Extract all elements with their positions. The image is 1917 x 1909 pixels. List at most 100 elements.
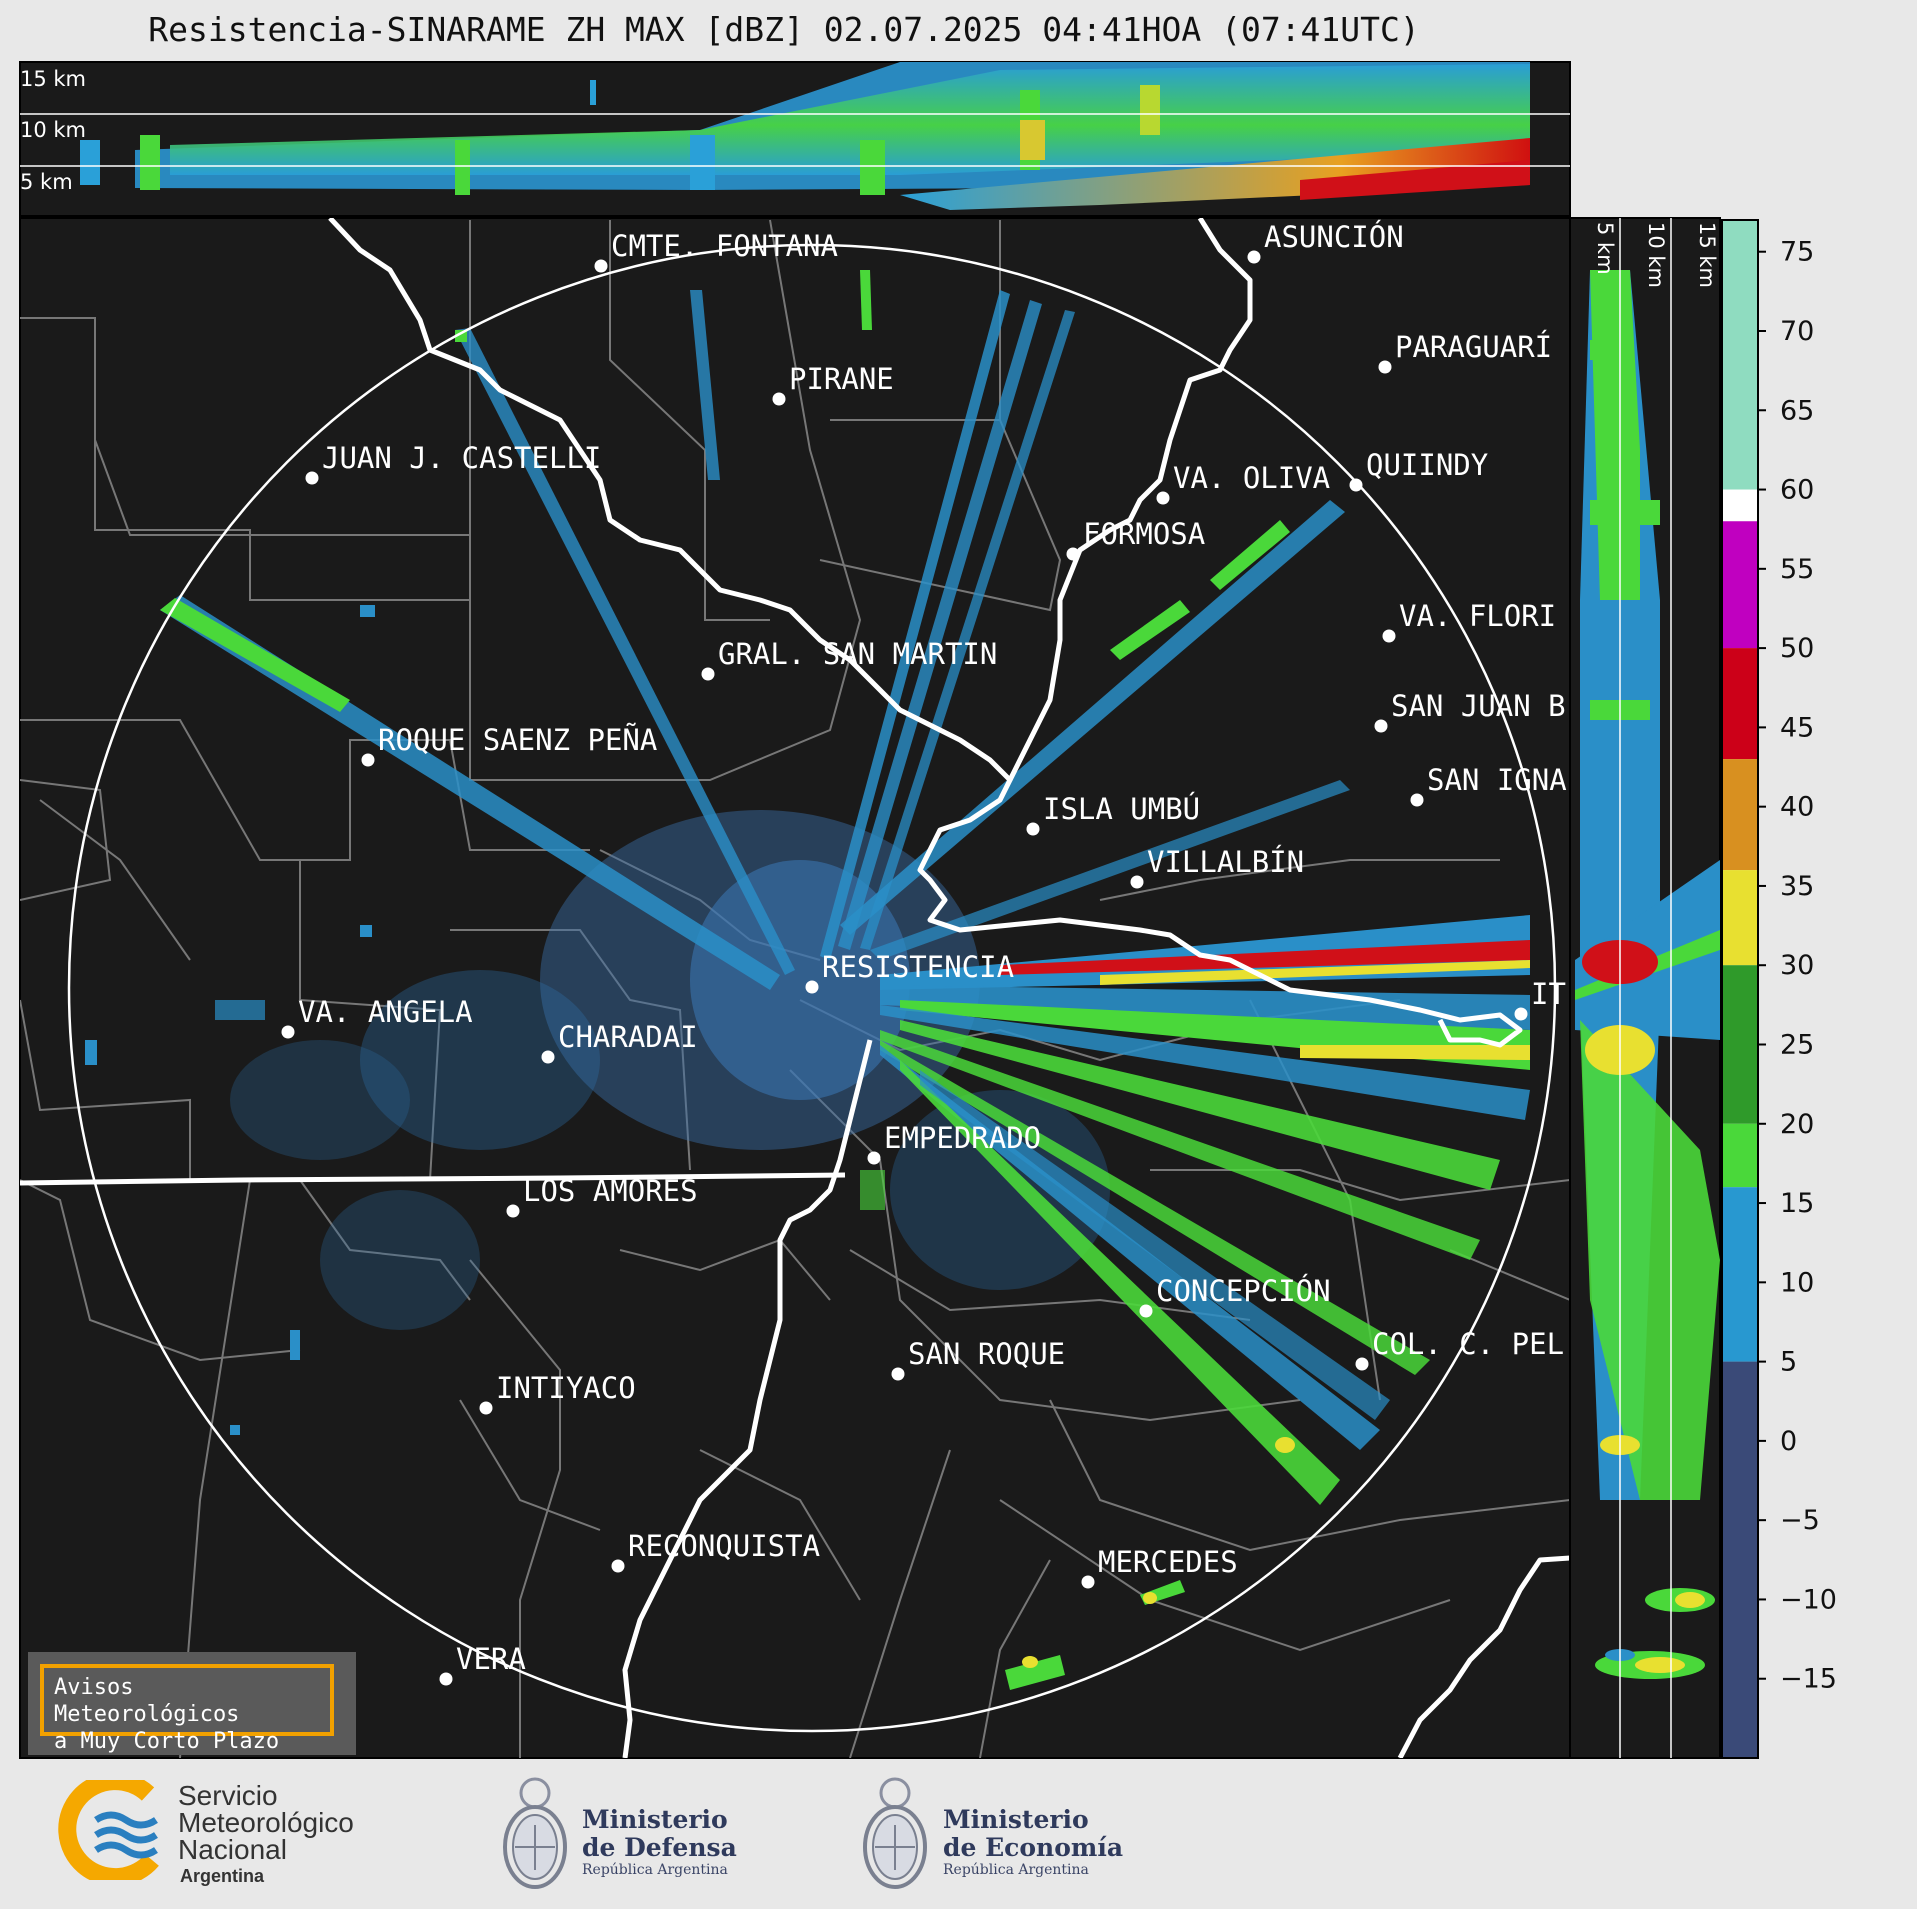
city-label: PARAGUARÍ <box>1395 330 1552 364</box>
coat-of-arms-icon <box>503 1777 567 1889</box>
colorbar-tick-label: −10 <box>1780 1584 1837 1615</box>
colorbar-tick-label: 75 <box>1780 237 1814 268</box>
colorbar-segment <box>1722 521 1758 649</box>
smn-logo-icon <box>58 1780 159 1880</box>
city-marker <box>1378 360 1392 374</box>
colorbar-tick-label: 15 <box>1780 1188 1814 1219</box>
economia-line-2: de Economía <box>943 1833 1124 1862</box>
city-marker <box>541 1050 555 1064</box>
city-marker <box>1355 1357 1369 1371</box>
city-marker <box>506 1204 520 1218</box>
economia-line-1: Ministerio <box>943 1805 1089 1834</box>
smn-line-1: Servicio <box>178 1780 278 1811</box>
colorbar-segment <box>1722 648 1758 760</box>
colorbar-segment <box>1722 759 1758 871</box>
economia-logo-text: Ministerio de Economía República Argenti… <box>943 1805 1124 1879</box>
colorbar-tick-label: 10 <box>1780 1267 1814 1298</box>
defensa-logo-text: Ministerio de Defensa República Argentin… <box>582 1805 737 1879</box>
side-alt-label-5: 5 km <box>1593 222 1617 275</box>
colorbar-tick-label: −15 <box>1780 1664 1837 1695</box>
city-marker <box>891 1367 905 1381</box>
colorbar-tick-label: 0 <box>1780 1426 1797 1457</box>
side-cross-section: 5 km 10 km 15 km <box>1569 217 1721 1759</box>
colorbar-segment <box>1722 1123 1758 1188</box>
city-marker <box>805 980 819 994</box>
city-label: EMPEDRADO <box>884 1121 1041 1155</box>
colorbar-tick-label: 5 <box>1780 1347 1797 1378</box>
colorbar-tick-label: 55 <box>1780 554 1814 585</box>
city-label: CONCEPCIÓN <box>1156 1274 1331 1308</box>
colorbar-segment <box>1722 220 1758 490</box>
colorbar-segment <box>1722 489 1758 522</box>
city-label: RESISTENCIA <box>822 950 1014 984</box>
notice-box: Avisos Meteorológicos a Muy Corto Plazo <box>28 1652 356 1755</box>
colorbar-tick-label: 20 <box>1780 1109 1814 1140</box>
colorbar-segments <box>1722 220 1758 1758</box>
city-label: VA. OLIVA <box>1173 461 1330 495</box>
city-label: INTIYACO <box>496 1371 636 1405</box>
city-marker <box>1349 478 1363 492</box>
defensa-line-1: Ministerio <box>582 1805 728 1834</box>
city-label: RECONQUISTA <box>628 1529 820 1563</box>
colorbar-tick-label: 35 <box>1780 871 1814 902</box>
range-ring <box>67 243 1557 1733</box>
city-marker <box>867 1151 881 1165</box>
radar-echoes <box>85 270 1530 1690</box>
colorbar-tick-label: −5 <box>1780 1505 1820 1536</box>
colorbar-tick-label: 45 <box>1780 712 1814 743</box>
colorbar-segment <box>1722 1187 1758 1362</box>
city-label: FORMOSA <box>1083 517 1205 551</box>
city-marker <box>772 392 786 406</box>
city-marker <box>281 1025 295 1039</box>
colorbar-tick-label: 30 <box>1780 950 1814 981</box>
smn-line-3: Nacional <box>178 1834 287 1865</box>
city-label: GRAL. SAN MARTIN <box>718 637 997 671</box>
city-marker <box>1374 719 1388 733</box>
city-label: ASUNCIÓN <box>1264 220 1404 254</box>
notice-line-1: Avisos Meteorológicos <box>54 1675 240 1727</box>
city-label: QUIINDY <box>1366 448 1488 482</box>
city-label: PIRANE <box>789 362 894 396</box>
defensa-line-3: República Argentina <box>582 1862 728 1878</box>
city-marker <box>439 1672 453 1686</box>
city-label: CMTE. FONTANA <box>611 229 838 263</box>
colorbar-tick-label: 50 <box>1780 633 1814 664</box>
notice-frame: Avisos Meteorológicos a Muy Corto Plazo <box>40 1664 334 1754</box>
city-label: SAN IGNA <box>1427 763 1567 797</box>
smn-logo-text: Servicio Meteorológico Nacional Argentin… <box>178 1782 354 1890</box>
city-layer: CMTE. FONTANA ASUNCIÓN PIRANE PARAGUARÍ JUAN… <box>281 220 1567 1686</box>
city-marker <box>305 471 319 485</box>
city-label: IT <box>1531 977 1566 1011</box>
city-label: SAN JUAN B <box>1391 689 1566 723</box>
city-marker <box>1081 1575 1095 1589</box>
chart-title: Resistencia-SINARAME ZH MAX [dBZ] 02.07.… <box>148 10 1420 49</box>
city-marker <box>479 1401 493 1415</box>
city-label: VA. FLORI <box>1399 599 1556 633</box>
city-marker <box>1247 250 1261 264</box>
city-marker <box>1410 793 1424 807</box>
side-alt-label-15: 15 km <box>1695 222 1719 288</box>
city-label: CHARADAI <box>558 1020 698 1054</box>
city-marker <box>1156 491 1170 505</box>
economia-line-3: República Argentina <box>943 1862 1089 1878</box>
city-label: JUAN J. CASTELLI <box>322 441 601 475</box>
city-marker <box>1382 629 1396 643</box>
radar-map <box>19 217 1571 1759</box>
top-cross-section: 15 km 10 km 5 km <box>19 61 1571 217</box>
top-alt-label-5: 5 km <box>20 170 73 194</box>
city-label: ROQUE SAENZ PEÑA <box>378 723 657 757</box>
colorbar-tick-label: 60 <box>1780 475 1814 506</box>
city-label: COL. C. PEL <box>1372 1327 1564 1361</box>
colorbar-tick-label: 65 <box>1780 395 1814 426</box>
national-borders <box>20 218 1570 1758</box>
smn-line-4: Argentina <box>180 1866 265 1886</box>
city-marker <box>1066 547 1080 561</box>
city-marker <box>1139 1304 1153 1318</box>
city-marker <box>611 1559 625 1573</box>
side-alt-label-10: 10 km <box>1644 222 1668 288</box>
city-label: LOS AMORES <box>523 1174 698 1208</box>
city-label: MERCEDES <box>1098 1545 1238 1579</box>
top-alt-label-15: 15 km <box>20 67 86 91</box>
